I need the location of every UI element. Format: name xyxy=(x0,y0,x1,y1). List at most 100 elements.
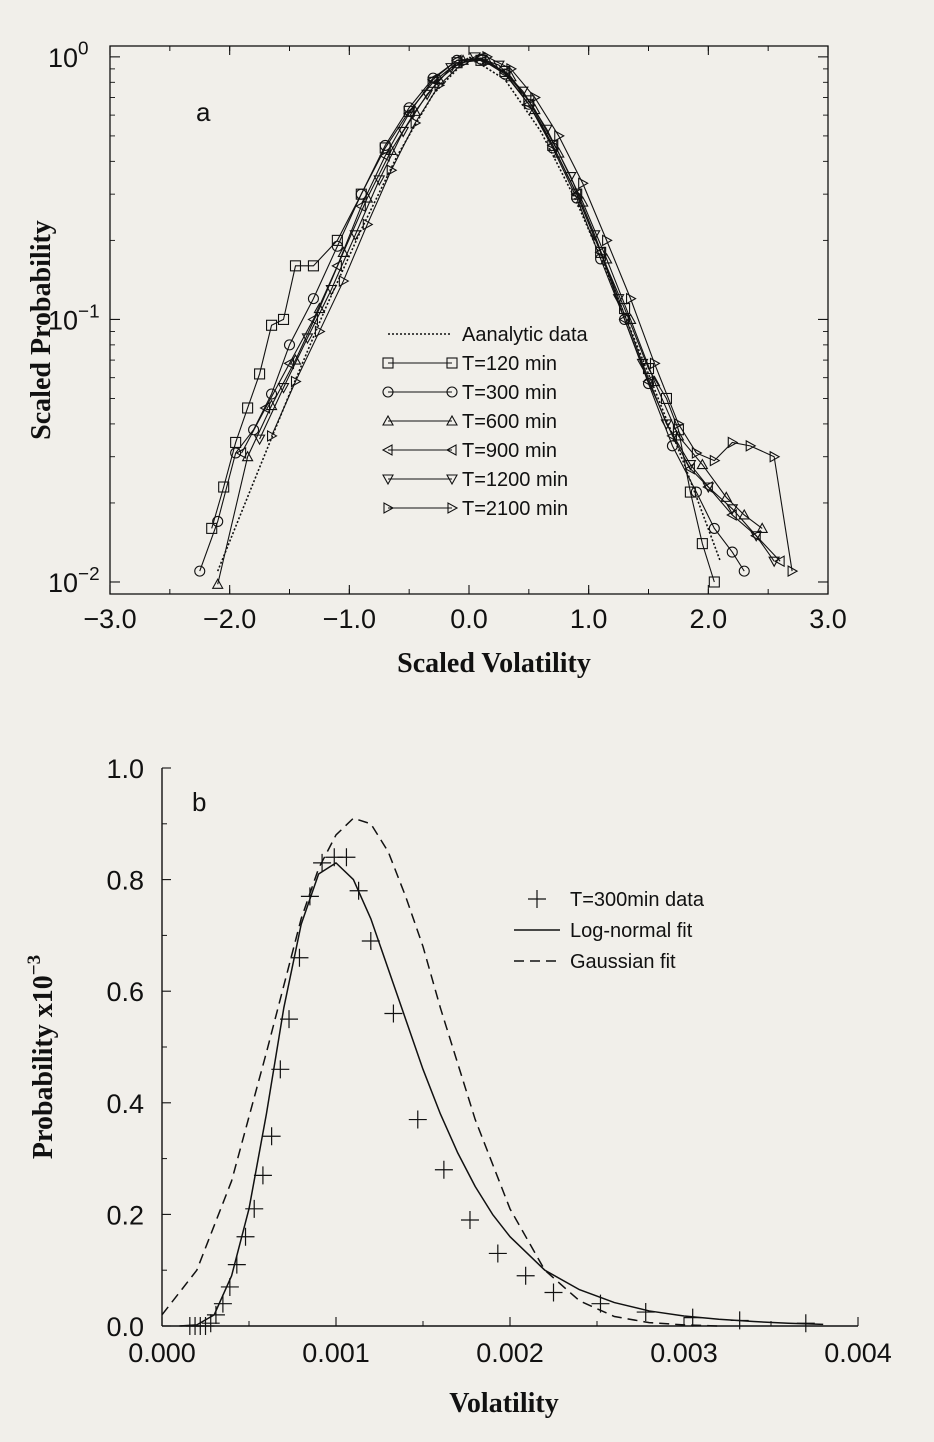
panel-b-y-tick-label: 0.0 xyxy=(106,1312,144,1342)
panel-a-point xyxy=(283,339,296,351)
panel-a-legend-label: T=900 min xyxy=(462,440,557,462)
panel-a-point xyxy=(738,565,750,577)
panel-a-point xyxy=(410,117,422,129)
panel-b-y-tick-label: 0.8 xyxy=(106,866,144,896)
panel-a-point xyxy=(427,72,439,84)
panel-a-legend: Aanalytic data T=120 min T=300 min T=600 mi… xyxy=(381,324,589,520)
panel-a-point xyxy=(361,191,374,203)
panel-b-x-tick-label: 0.003 xyxy=(650,1338,718,1368)
panel-b-legend-marker xyxy=(528,890,546,908)
panel-a-y-tick-label-base: 10 xyxy=(48,43,78,73)
panel-b-point xyxy=(213,1294,232,1313)
panel-a-point xyxy=(379,149,390,162)
panel-a-point xyxy=(602,234,613,247)
panel-a-x-tick-label: 2.0 xyxy=(690,604,728,634)
panel-a-y-tick-label-exp: −1 xyxy=(78,301,100,322)
panel-a-point xyxy=(727,436,739,449)
panel-a-legend-marker xyxy=(447,502,459,514)
panel-a-legend-label: T=120 min xyxy=(462,353,557,375)
panel-a-point xyxy=(265,319,278,331)
panel-b-legend: T=300min data Log-normal fit Gaussian fit xyxy=(514,889,705,973)
panel-a-point xyxy=(403,107,414,120)
panel-a-point xyxy=(379,139,391,151)
panel-a-legend-marker xyxy=(382,386,394,398)
panel-a-x-tick-label: −3.0 xyxy=(83,604,136,634)
panel-b-chart: 0.000 0.001 0.002 0.003 0.004 0.0 0.2 0.4 0.6 0.8… xyxy=(24,754,892,1419)
panel-a-legend-marker xyxy=(381,444,393,456)
panel-a-legend-label: T=2100 min xyxy=(462,498,568,520)
panel-b-point xyxy=(337,848,356,867)
panel-b-point xyxy=(206,1305,225,1324)
panel-a-y-tick-label-exp: −2 xyxy=(78,564,100,585)
panel-a-point xyxy=(362,218,374,231)
panel-a-point xyxy=(726,504,739,515)
panel-a-legend-label: Aanalytic data xyxy=(462,324,589,346)
panel-a-point xyxy=(769,450,781,463)
panel-a-point xyxy=(708,522,720,534)
panel-a-point xyxy=(612,294,625,305)
panel-a-point xyxy=(235,447,247,459)
panel-a-point xyxy=(301,333,314,345)
panel-a-x-tick-label: 1.0 xyxy=(570,604,608,634)
panel-a-point xyxy=(554,129,565,142)
panel-a-point xyxy=(338,275,350,287)
panel-a-point xyxy=(349,230,362,241)
panel-a-point xyxy=(206,522,218,534)
panel-b-point xyxy=(516,1266,535,1285)
panel-b-legend-label: Gaussian fit xyxy=(570,951,676,973)
panel-a-point xyxy=(277,313,290,325)
panel-b-point xyxy=(280,1010,299,1029)
panel-a-point xyxy=(421,89,434,101)
panel-a-point xyxy=(325,284,338,296)
panel-a-point xyxy=(259,402,271,414)
panel-a-point xyxy=(787,565,799,578)
panel-b-point xyxy=(544,1283,563,1302)
panel-a-point xyxy=(774,555,785,568)
panel-a-y-tick-label: 10−2 xyxy=(48,564,100,598)
panel-a-point xyxy=(530,91,541,104)
panel-a-point xyxy=(768,556,781,568)
panel-a-y-tick-label-exp: 0 xyxy=(78,39,89,60)
panel-a-point xyxy=(450,54,462,67)
panel-a-point xyxy=(331,240,343,252)
panel-a-legend-marker xyxy=(382,474,394,486)
panel-a-point xyxy=(277,383,290,394)
panel-a-point xyxy=(546,139,558,152)
panel-a-legend-marker xyxy=(383,502,395,514)
panel-a-point xyxy=(469,52,481,64)
panel-b-legend-label: T=300min data xyxy=(570,889,705,911)
panel-a-chart: −3.0 −2.0 −1.0 0.0 1.0 2.0 3.010010−110−2Scale… xyxy=(26,39,847,679)
panel-a-x-tick-label: −1.0 xyxy=(323,604,376,634)
panel-a-point xyxy=(745,439,757,452)
panel-b-series-line xyxy=(161,817,719,1327)
panel-a-point xyxy=(720,491,733,502)
panel-a-legend-marker xyxy=(446,414,458,426)
panel-a-point xyxy=(386,164,398,177)
panel-b-legend-label: Log-normal fit xyxy=(570,920,693,942)
panel-a-legend-marker xyxy=(382,414,394,426)
panel-a-letter: a xyxy=(196,97,211,127)
panel-a-legend-marker xyxy=(446,357,458,369)
panel-a-point xyxy=(564,172,577,183)
panel-a-point xyxy=(660,419,673,431)
panel-a-point xyxy=(738,508,751,520)
panel-a-point xyxy=(253,434,266,446)
panel-a-point xyxy=(265,388,278,400)
panel-a-point xyxy=(750,529,761,542)
panel-b-y-tick-label: 0.2 xyxy=(106,1200,144,1230)
panel-a-y-tick-label: 100 xyxy=(48,39,89,73)
panel-a-point xyxy=(230,447,242,459)
panel-a-point xyxy=(578,177,589,190)
panel-b-point xyxy=(488,1244,507,1263)
panel-a-point xyxy=(373,175,386,187)
panel-a-point xyxy=(355,200,366,213)
panel-a-point xyxy=(691,447,703,459)
panel-a-point xyxy=(522,98,534,111)
panel-a-point xyxy=(570,188,582,201)
panel-b-y-tick-label: 0.4 xyxy=(106,1089,144,1119)
panel-a-point xyxy=(636,358,649,370)
panel-a-series-line xyxy=(216,55,722,572)
panel-a-point xyxy=(750,531,763,542)
